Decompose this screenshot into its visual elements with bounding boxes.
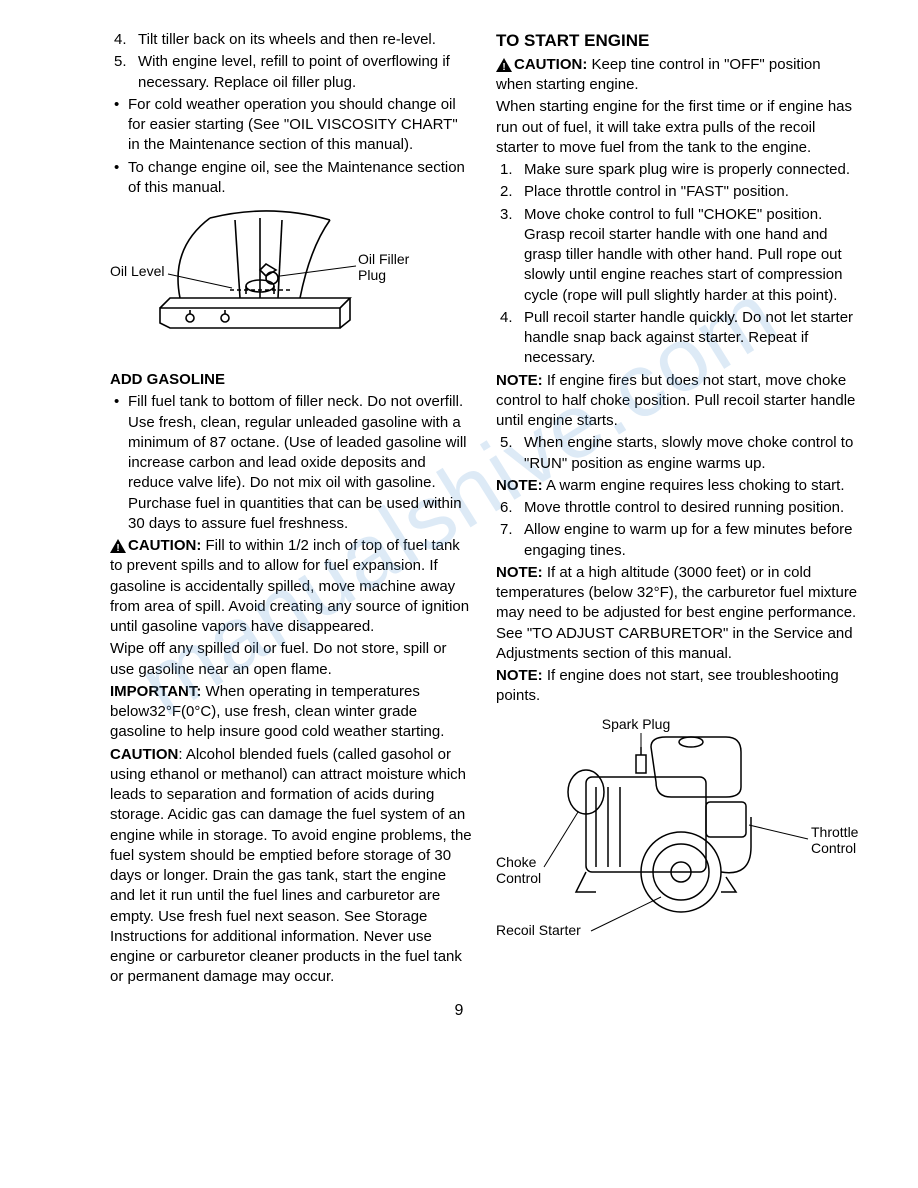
fig-label-throttle-top: Throttle: [811, 824, 859, 840]
list-text: Allow engine to warm up for a few minute…: [524, 521, 853, 558]
caution-label: CAUTION: [110, 746, 178, 763]
note-paragraph: NOTE: If at a high altitude (3000 feet) …: [496, 563, 858, 664]
ordered-list: 6. Move throttle control to desired runni…: [496, 498, 858, 561]
warning-icon: !: [496, 58, 512, 72]
note-label: NOTE:: [496, 667, 543, 684]
fig-label-spark-plug: Spark Plug: [602, 717, 670, 732]
list-text: Move choke control to full "CHOKE" posit…: [524, 206, 843, 304]
list-text: For cold weather operation you should ch…: [128, 96, 458, 154]
list-number: 5.: [500, 433, 513, 453]
list-item: 7. Allow engine to warm up for a few minu…: [496, 520, 858, 561]
list-text: When engine starts, slowly move choke co…: [524, 434, 853, 471]
fig-label-filler-bot: Plug: [358, 267, 386, 283]
list-text: Move throttle control to desired running…: [524, 499, 844, 516]
list-item: For cold weather operation you should ch…: [110, 95, 472, 156]
list-item: Fill fuel tank to bottom of filler neck.…: [110, 392, 472, 534]
note-label: NOTE:: [496, 564, 543, 581]
note-text: A warm engine requires less choking to s…: [543, 477, 845, 494]
caution-label: CAUTION:: [128, 537, 201, 554]
important-paragraph: IMPORTANT: When operating in temperature…: [110, 682, 472, 743]
add-gasoline-title: ADD GASOLINE: [110, 370, 472, 390]
list-text: Fill fuel tank to bottom of filler neck.…: [128, 393, 467, 532]
list-item: 4. Pull recoil starter handle quickly. Do…: [496, 308, 858, 369]
list-item: To change engine oil, see the Maintenanc…: [110, 158, 472, 199]
warning-icon: !: [110, 539, 126, 553]
note-paragraph: NOTE: If engine does not start, see trou…: [496, 666, 858, 707]
list-item: 1. Make sure spark plug wire is properly …: [496, 160, 858, 180]
important-label: IMPORTANT:: [110, 683, 201, 700]
body-paragraph: When starting engine for the first time …: [496, 97, 858, 158]
oil-level-figure: Oil Level Oil Filler Plug: [110, 208, 472, 358]
note-label: NOTE:: [496, 477, 543, 494]
list-item: 5. With engine level, refill to point of …: [110, 52, 472, 93]
continued-ordered-list: 4. Tilt tiller back on its wheels and the…: [110, 30, 472, 93]
right-column: TO START ENGINE !CAUTION: Keep tine cont…: [496, 30, 898, 990]
list-number: 5.: [114, 52, 127, 72]
list-number: 7.: [500, 520, 513, 540]
note-label: NOTE:: [496, 372, 543, 389]
list-number: 2.: [500, 182, 513, 202]
svg-text:!: !: [502, 62, 505, 72]
list-text: Tilt tiller back on its wheels and then …: [138, 31, 436, 48]
engine-figure: Spark Plug Throttle Control Choke Contro…: [496, 717, 858, 947]
to-start-engine-heading: TO START ENGINE: [496, 30, 858, 53]
list-item: 2. Place throttle control in "FAST" posit…: [496, 182, 858, 202]
fig-label-throttle-bot: Control: [811, 840, 856, 856]
fig-label-filler-top: Oil Filler: [358, 251, 410, 267]
fig-label-oil-level: Oil Level: [110, 263, 164, 279]
svg-text:!: !: [116, 543, 119, 553]
body-paragraph: Wipe off any spilled oil or fuel. Do not…: [110, 639, 472, 680]
caution-text: : Alcohol blended fuels (called gasohol …: [110, 746, 472, 986]
fig-label-recoil: Recoil Starter: [496, 922, 581, 938]
left-column: 4. Tilt tiller back on its wheels and the…: [20, 30, 472, 990]
list-item: 6. Move throttle control to desired runni…: [496, 498, 858, 518]
ordered-list: 5. When engine starts, slowly move choke …: [496, 433, 858, 474]
list-number: 1.: [500, 160, 513, 180]
note-text: If engine fires but does not start, move…: [496, 372, 855, 430]
page-number: 9: [20, 1000, 898, 1022]
caution-label: CAUTION:: [514, 56, 587, 73]
list-text: Make sure spark plug wire is properly co…: [524, 161, 850, 178]
note-text: If engine does not start, see troublesho…: [496, 667, 839, 704]
list-item: 3. Move choke control to full "CHOKE" pos…: [496, 205, 858, 306]
list-number: 6.: [500, 498, 513, 518]
caution-paragraph: !CAUTION: Keep tine control in "OFF" pos…: [496, 55, 858, 96]
two-column-layout: 4. Tilt tiller back on its wheels and the…: [20, 30, 898, 990]
ordered-list: 1. Make sure spark plug wire is properly …: [496, 160, 858, 369]
note-paragraph: NOTE: A warm engine requires less chokin…: [496, 476, 858, 496]
list-item: 5. When engine starts, slowly move choke …: [496, 433, 858, 474]
note-paragraph: NOTE: If engine fires but does not start…: [496, 371, 858, 432]
fig-label-choke-bot: Control: [496, 870, 541, 886]
list-text: To change engine oil, see the Maintenanc…: [128, 159, 465, 196]
list-number: 4.: [114, 30, 127, 50]
caution-paragraph: !CAUTION: Fill to within 1/2 inch of top…: [110, 536, 472, 637]
list-text: Place throttle control in "FAST" positio…: [524, 183, 789, 200]
bullet-list: Fill fuel tank to bottom of filler neck.…: [110, 392, 472, 534]
caution-paragraph: CAUTION: Alcohol blended fuels (called g…: [110, 745, 472, 988]
note-text: If at a high altitude (3000 feet) or in …: [496, 564, 857, 662]
list-item: 4. Tilt tiller back on its wheels and the…: [110, 30, 472, 50]
bullet-list: For cold weather operation you should ch…: [110, 95, 472, 198]
fig-label-choke-top: Choke: [496, 854, 537, 870]
list-number: 3.: [500, 205, 513, 225]
list-text: With engine level, refill to point of ov…: [138, 53, 450, 90]
list-number: 4.: [500, 308, 513, 328]
list-text: Pull recoil starter handle quickly. Do n…: [524, 309, 853, 367]
